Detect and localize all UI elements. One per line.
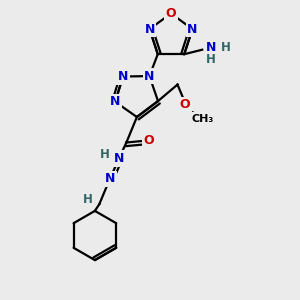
Text: H: H (206, 53, 216, 66)
Text: N: N (206, 41, 216, 54)
Text: N: N (113, 152, 124, 165)
Text: CH₃: CH₃ (192, 114, 214, 124)
Text: N: N (144, 70, 154, 83)
Text: H: H (220, 41, 230, 54)
Text: O: O (144, 134, 154, 148)
Text: N: N (118, 70, 128, 83)
Text: O: O (166, 7, 176, 20)
Text: N: N (105, 172, 115, 185)
Text: N: N (144, 22, 155, 35)
Text: H: H (100, 148, 110, 161)
Text: N: N (187, 22, 198, 35)
Text: H: H (83, 193, 93, 206)
Text: O: O (180, 98, 190, 111)
Text: N: N (110, 95, 120, 108)
